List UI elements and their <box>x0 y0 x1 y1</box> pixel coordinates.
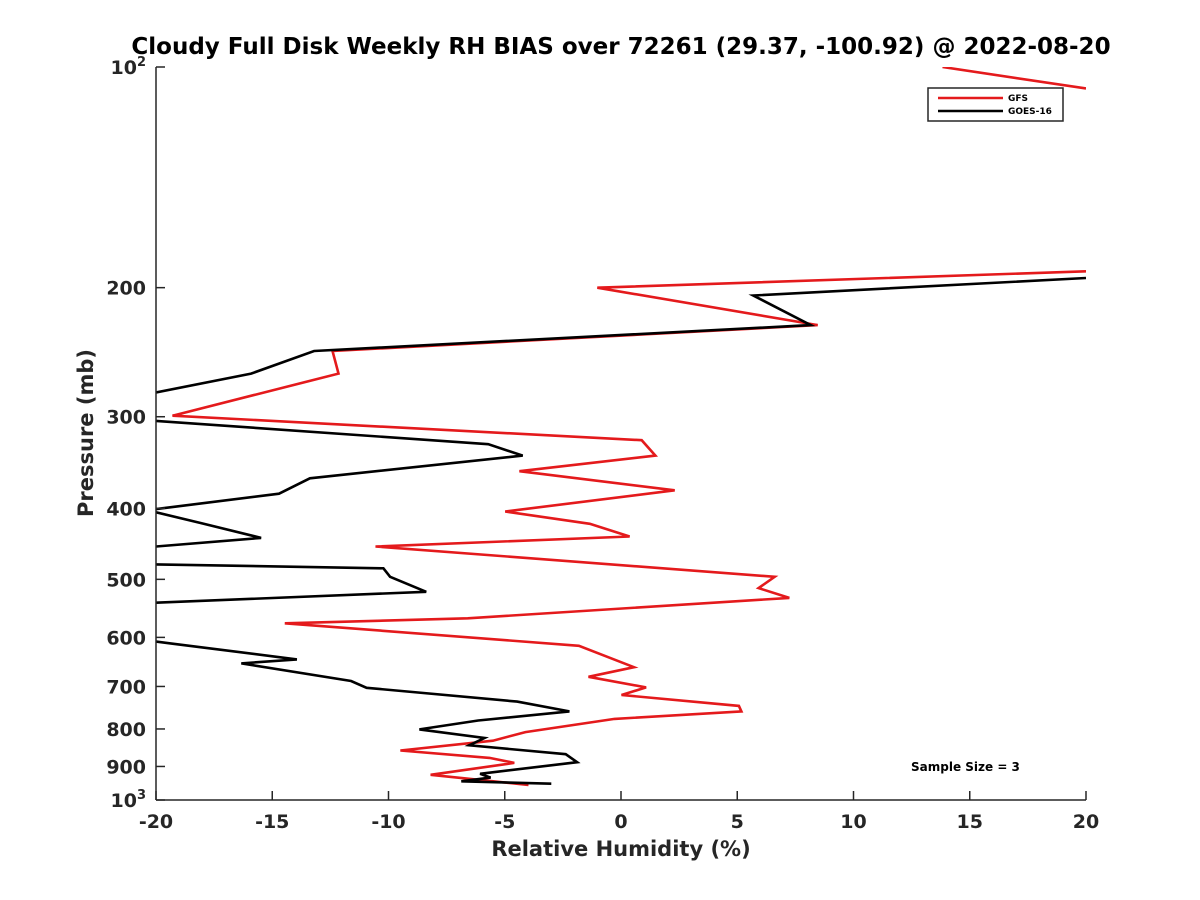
x-tick-label: 20 <box>1073 811 1099 833</box>
x-tick-label: 15 <box>957 811 983 833</box>
y-tick-label: 102 <box>111 55 147 79</box>
y-ticks: 102 200 300 400 500 600 700 800 900 103 <box>106 55 165 812</box>
series-line-goes16-segment-4 <box>156 276 1086 394</box>
series-line-goes16-segment-3 <box>156 419 524 511</box>
series-line-gfs-segment-0 <box>172 270 1086 787</box>
y-tick-label: 800 <box>106 719 146 741</box>
x-axis-label: Relative Humidity (%) <box>491 837 750 861</box>
legend: GFS GOES-16 <box>927 87 1064 122</box>
x-ticks: -20 -15 -10 -5 0 5 10 15 20 <box>139 791 1099 833</box>
legend-box <box>927 87 1064 122</box>
y-tick-label: 500 <box>106 569 146 591</box>
y-axis-label: Pressure (mb) <box>74 349 98 517</box>
series-line-gfs-segment-1 <box>942 67 1086 90</box>
legend-label-goes16: GOES-16 <box>1008 107 1052 117</box>
series-line-goes16-segment-2 <box>156 511 262 548</box>
sample-size-annotation: Sample Size = 3 <box>911 760 1020 774</box>
x-tick-label: 10 <box>840 811 866 833</box>
y-tick-label: 103 <box>111 788 147 812</box>
series-layer <box>156 67 1086 787</box>
x-tick-label: 5 <box>731 811 744 833</box>
legend-label-gfs: GFS <box>1008 94 1028 104</box>
y-tick-label: 400 <box>106 498 146 520</box>
series-line-goes16-segment-1 <box>156 563 427 604</box>
x-tick-label: -10 <box>371 811 405 833</box>
series-line-goes16-segment-0 <box>156 640 581 785</box>
y-tick-label: 200 <box>106 278 146 300</box>
x-tick-label: 0 <box>614 811 627 833</box>
x-tick-label: -15 <box>255 811 289 833</box>
x-tick-label: -5 <box>494 811 515 833</box>
y-tick-label: 300 <box>106 407 146 429</box>
y-tick-label: 700 <box>106 676 146 698</box>
y-tick-label: 600 <box>106 627 146 649</box>
x-tick-label: -20 <box>139 811 173 833</box>
y-tick-label: 900 <box>106 756 146 778</box>
chart-title: Cloudy Full Disk Weekly RH BIAS over 722… <box>131 34 1110 60</box>
